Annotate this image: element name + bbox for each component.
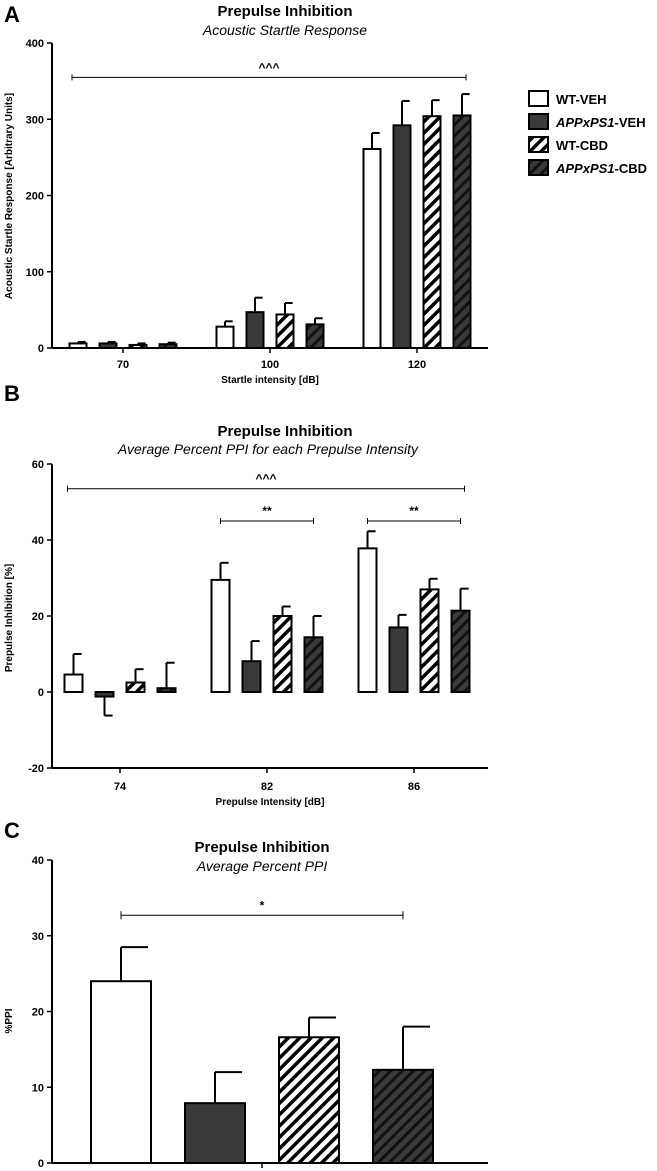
panel-a-subtitle: Acoustic Startle Response: [202, 22, 367, 38]
sig-label: **: [409, 504, 419, 518]
legend-label-text: WT-CBD: [556, 138, 608, 153]
y-tick-label: 40: [32, 535, 44, 547]
bar-wt-veh: [357, 547, 378, 693]
legend-swatch: [528, 159, 549, 176]
y-tick-label: 0: [38, 687, 44, 699]
bar-appxps1-veh: [245, 311, 265, 350]
x-tick-label: 82: [261, 781, 273, 793]
panel-a: A Prepulse Inhibition Acoustic Startle R…: [4, 2, 488, 386]
panel-letter-b: B: [4, 381, 20, 406]
y-tick-label: 300: [26, 114, 44, 126]
legend-label-text: WT-VEH: [556, 92, 607, 107]
panel-a-plot: 0 100 200 300 400 70 100 120 ^^^: [26, 38, 488, 371]
bar-wt-cbd: [275, 313, 295, 350]
legend-label: APPxPS1-CBD: [555, 161, 647, 176]
panel-a-title: Prepulse Inhibition: [217, 3, 352, 20]
legend-label: APPxPS1-VEH: [555, 115, 646, 130]
bar-wt-veh: [362, 147, 382, 349]
sig-label: ^^^: [258, 60, 279, 74]
y-tick-label: 200: [26, 191, 44, 203]
legend-swatch: [528, 90, 549, 107]
panel-a-ylabel: Acoustic Startle Response [Arbitrary Uni…: [4, 93, 15, 299]
bar-wt-veh: [63, 673, 84, 694]
panel-b-plot: -20 0 20 40 60 74 82 86 ^^^ ** **: [28, 459, 488, 793]
y-tick-label: 400: [26, 38, 44, 50]
sig-label: **: [262, 504, 272, 518]
bar-wt-cbd: [419, 588, 440, 694]
bar-wt-veh: [90, 980, 152, 1165]
bar-appxps1-veh: [388, 626, 409, 694]
bar-appxps1-cbd: [452, 114, 472, 349]
legend-label-italic: APPxPS1: [555, 115, 615, 130]
x-tick-label: 120: [408, 359, 426, 371]
x-tick-label: 74: [114, 781, 127, 793]
bar-wt-cbd: [128, 343, 148, 350]
sig-label: ^^^: [255, 472, 276, 486]
legend-label-italic: APPxPS1: [555, 161, 615, 176]
y-tick-label: 30: [32, 931, 44, 943]
panel-b-title: Prepulse Inhibition: [217, 423, 352, 440]
bar-appxps1-veh: [392, 124, 412, 349]
panel-c-plot: 0 10 20 30 40 *: [32, 855, 488, 1170]
bar-appxps1-veh: [184, 1102, 246, 1164]
bar-appxps1-cbd: [156, 687, 177, 694]
bar-appxps1-cbd: [303, 636, 324, 694]
bar-appxps1-cbd: [372, 1068, 434, 1165]
y-tick-label: 0: [38, 1158, 44, 1170]
legend-swatch: [528, 136, 549, 153]
x-tick-label: 100: [261, 359, 279, 371]
panel-letter-c: C: [4, 818, 20, 843]
x-tick-label: 86: [408, 781, 420, 793]
bar-appxps1-cbd: [450, 609, 471, 693]
bar-appxps1-veh: [98, 342, 118, 349]
bar-appxps1-cbd: [305, 323, 325, 349]
y-tick-label: 20: [32, 611, 44, 623]
y-tick-label: 10: [32, 1082, 44, 1094]
y-tick-label: 0: [38, 343, 44, 355]
panel-b-ylabel: Prepulse Inhibition [%]: [4, 564, 15, 672]
bar-appxps1-cbd: [158, 343, 178, 349]
legend-label-text: -CBD: [615, 161, 648, 176]
y-tick-label: 20: [32, 1007, 44, 1019]
bar-wt-cbd: [125, 681, 146, 693]
bar-wt-veh: [210, 578, 231, 694]
y-tick-label: 40: [32, 855, 44, 867]
panel-c-title: Prepulse Inhibition: [194, 839, 329, 856]
panel-c: C Prepulse Inhibition Average Percent PP…: [4, 818, 488, 1170]
bar-wt-cbd: [422, 115, 442, 349]
legend-swatch: [528, 113, 549, 130]
bar-wt-cbd: [272, 615, 293, 693]
bar-appxps1-veh: [241, 660, 262, 693]
y-tick-label: 60: [32, 459, 44, 471]
panel-b-xlabel: Prepulse Intensity [dB]: [216, 797, 325, 808]
bar-wt-veh: [215, 325, 235, 349]
bar-appxps1-veh: [94, 691, 115, 698]
bar-wt-veh: [68, 342, 88, 349]
panel-b-subtitle: Average Percent PPI for each Prepulse In…: [117, 441, 419, 457]
legend-label: WT-CBD: [556, 138, 608, 153]
panel-c-subtitle: Average Percent PPI: [196, 858, 328, 874]
y-tick-label: 100: [26, 267, 44, 279]
panel-c-ylabel: %PPI: [4, 1008, 15, 1033]
panel-a-xlabel: Startle intensity [dB]: [221, 375, 319, 386]
x-tick-label: 70: [117, 359, 129, 371]
panel-letter-a: A: [4, 2, 20, 27]
panel-b: B Prepulse Inhibition Average Percent PP…: [4, 381, 488, 808]
legend-label-text: -VEH: [615, 115, 646, 130]
bar-wt-cbd: [278, 1036, 340, 1165]
sig-label: *: [260, 898, 265, 912]
legend-label: WT-VEH: [556, 92, 607, 107]
y-tick-label: -20: [28, 763, 44, 775]
